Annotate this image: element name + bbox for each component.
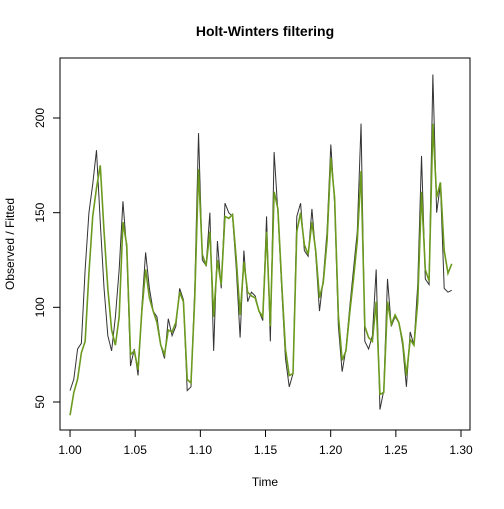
x-tick-label: 1.25 xyxy=(384,443,408,457)
y-tick-label: 150 xyxy=(33,202,47,222)
plot-frame xyxy=(59,57,471,431)
series-line xyxy=(69,123,453,416)
y-axis-label: Observed / Fitted xyxy=(3,198,17,290)
chart-title: Holt-Winters filtering xyxy=(196,23,334,39)
y-tick-label: 200 xyxy=(33,108,47,128)
x-tick-label: 1.05 xyxy=(124,443,148,457)
x-tick-label: 1.00 xyxy=(58,443,82,457)
x-tick-label: 1.10 xyxy=(189,443,213,457)
series-line xyxy=(69,74,452,410)
y-tick-label: 100 xyxy=(33,297,47,317)
y-tick-label: 50 xyxy=(33,395,47,409)
x-axis-label: Time xyxy=(252,475,279,489)
x-tick-label: 1.15 xyxy=(254,443,278,457)
x-tick-label: 1.30 xyxy=(449,443,473,457)
x-tick-label: 1.20 xyxy=(319,443,343,457)
